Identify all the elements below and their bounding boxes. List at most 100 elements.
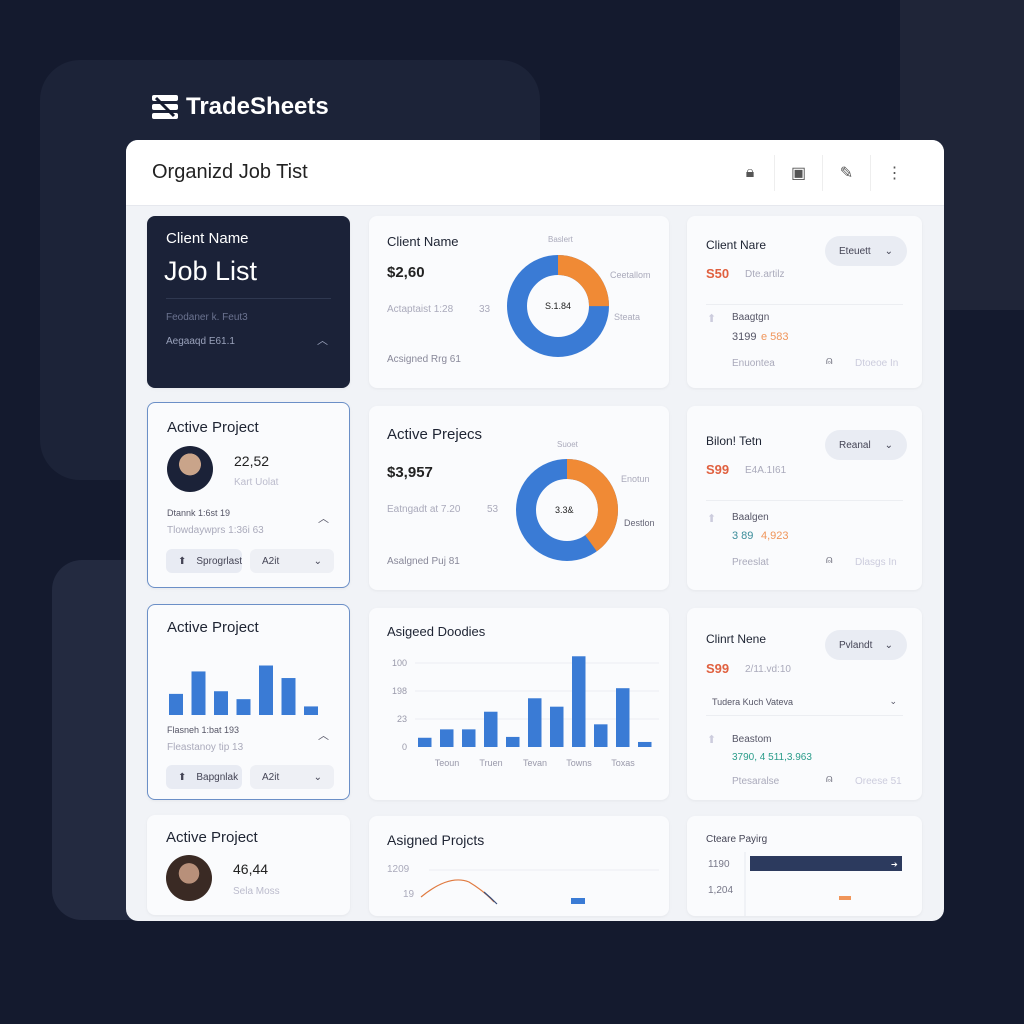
- active-project-card[interactable]: Active Project 46,44 Sela Moss: [147, 815, 350, 915]
- item-label: Baagtgn: [732, 312, 770, 323]
- arrow-right-icon: ➔: [891, 860, 898, 869]
- sub-text: E4A.1I61: [745, 465, 787, 476]
- x-tick-label: Toxas: [611, 758, 635, 768]
- bar: [169, 693, 183, 715]
- status-dropdown[interactable]: Eteuett ⌄: [825, 236, 907, 266]
- logo-icon: [152, 95, 178, 119]
- chevron-down-icon: ⌄: [313, 771, 322, 783]
- stat: 53: [487, 504, 499, 515]
- x-tick-label: Towns: [566, 758, 592, 768]
- person-name: Kart Uolat: [234, 477, 279, 488]
- client-card: Client Nare Eteuett ⌄ S50 Dte.artilz ⬆ Ba…: [687, 216, 922, 388]
- status-dropdown[interactable]: Reanal ⌄: [825, 430, 907, 460]
- bar: [616, 688, 630, 747]
- donut-center: S.1.84: [545, 301, 572, 311]
- status-dropdown[interactable]: Pvlandt ⌄: [825, 630, 907, 660]
- donut-card: Active Prejecs $3,957 Eatngadt at 7.20 5…: [369, 406, 669, 590]
- x-tick-label: Truen: [479, 758, 502, 768]
- donut-chart: [507, 255, 609, 357]
- item-label: Beastom: [732, 734, 772, 745]
- chevron-down-icon: ⌄: [884, 245, 893, 257]
- chevron-up-icon[interactable]: ︿: [318, 730, 329, 742]
- card-title: Cteare Payirg: [706, 834, 768, 845]
- card-title: Asigned Projcts: [387, 832, 485, 848]
- footer-text: Preeslat: [732, 557, 769, 568]
- item-value: 4,923: [761, 530, 789, 542]
- donut-label: Destlon: [624, 518, 655, 528]
- assign-dropdown[interactable]: A2it ⌄: [250, 549, 334, 573]
- brand-name: TradeSheets: [186, 93, 329, 120]
- progress-button[interactable]: ⬆ Bapgnlak: [166, 765, 242, 789]
- bar: [462, 729, 476, 747]
- stat: Eatngadt at 7.20: [387, 504, 461, 515]
- sub-text: 2/11.vd:10: [745, 664, 791, 675]
- bar: [214, 691, 228, 715]
- chevron-up-icon[interactable]: ︿: [318, 513, 329, 525]
- bag-icon[interactable]: ▣: [774, 154, 822, 191]
- dropdown-value: A2it: [262, 771, 280, 783]
- select-field[interactable]: Tudera Kuch Vateva ⌄: [706, 688, 903, 716]
- card-line: Dtannk 1:6st 19: [167, 508, 231, 518]
- bell-icon[interactable]: ⍝: [826, 554, 833, 566]
- bar: [281, 678, 296, 715]
- sub-text: Dte.artilz: [745, 269, 785, 280]
- card-value: 46,44: [233, 861, 269, 877]
- y-tick-label: 100: [392, 658, 407, 668]
- line-series: [420, 879, 495, 903]
- card-line: Tlowdaywprs 1:36i 63: [167, 525, 264, 536]
- dropdown-value: Reanal: [839, 439, 871, 451]
- bar: [594, 724, 608, 747]
- bar: [304, 706, 318, 715]
- bar-chart-card: Asigeed Doodies 0 23 198 100 Teoun Truen Tevan…: [369, 608, 669, 800]
- donut-label: Ceetallom: [610, 270, 651, 280]
- footer-text: Dlasgs In: [855, 557, 897, 568]
- button-label: Bapgnlak: [196, 771, 239, 783]
- footer-text: Enuontea: [732, 358, 775, 369]
- item-value: 3199: [732, 331, 757, 343]
- card-value: $2,60: [387, 264, 425, 281]
- chart-title: Asigeed Doodies: [387, 624, 486, 639]
- card-title: Active Project: [167, 619, 259, 636]
- card-title: Client Name: [387, 234, 459, 249]
- card-value: 22,52: [234, 453, 270, 469]
- select-value: Tudera Kuch Vateva: [712, 696, 794, 707]
- card-title: Clinrt Nene: [706, 632, 767, 646]
- x-tick-label: Tevan: [523, 758, 547, 768]
- card-title: Bilon! Tetn: [706, 434, 762, 448]
- card-title: Active Project: [166, 829, 258, 846]
- bell-icon[interactable]: ⍝: [826, 355, 833, 367]
- bar: [750, 856, 902, 871]
- avatar: [166, 855, 212, 901]
- line-series: [483, 891, 498, 905]
- active-project-card[interactable]: Active Project Flasneh 1:bat 193 Fleasta…: [147, 604, 350, 800]
- lock-icon[interactable]: 🔒︎: [745, 163, 755, 181]
- y-tick-label: 23: [397, 714, 407, 724]
- job-list-card[interactable]: Client Name Job List Feodaner k. Feut3 A…: [147, 216, 350, 388]
- bar-chart: ➔: [744, 852, 902, 916]
- card-title: Active Prejecs: [387, 426, 483, 443]
- page-title: Organizd Job Tist: [152, 161, 308, 183]
- bar: [259, 665, 273, 715]
- assign-dropdown[interactable]: A2it ⌄: [250, 765, 334, 789]
- line-chart: [420, 869, 659, 905]
- line-chart-card: Asigned Projcts 1209 19: [369, 816, 669, 916]
- progress-button[interactable]: ⬆ Sprogrlast: [166, 549, 242, 573]
- donut-slice-orange: [507, 255, 609, 357]
- bell-icon[interactable]: ⍝: [826, 773, 833, 785]
- card-line: Feodaner k. Feut3: [166, 312, 248, 323]
- chevron-up-icon[interactable]: ︿: [317, 335, 328, 347]
- person-name: Sela Moss: [233, 886, 280, 897]
- bar: [440, 729, 454, 747]
- app-window: Organizd Job Tist 🔒︎ ▣ ✎ ⋮ Client Name J…: [126, 140, 944, 921]
- footer-text: Dtoeoe In: [855, 358, 899, 369]
- active-project-card[interactable]: Active Project 22,52 Kart Uolat Dtannk 1…: [147, 402, 350, 588]
- pen-icon[interactable]: ✎: [822, 154, 870, 191]
- pin-icon: ⬆: [178, 555, 187, 567]
- bar: [571, 898, 585, 904]
- item-value: 3 89: [732, 530, 754, 542]
- payment-card: Cteare Payirg 1190 1,204 ➔: [687, 816, 922, 916]
- more-icon[interactable]: ⋮: [870, 154, 918, 191]
- card-line: Flasneh 1:bat 193: [167, 725, 240, 735]
- card-title: Client Nare: [706, 238, 767, 252]
- card-value: $3,957: [387, 464, 433, 481]
